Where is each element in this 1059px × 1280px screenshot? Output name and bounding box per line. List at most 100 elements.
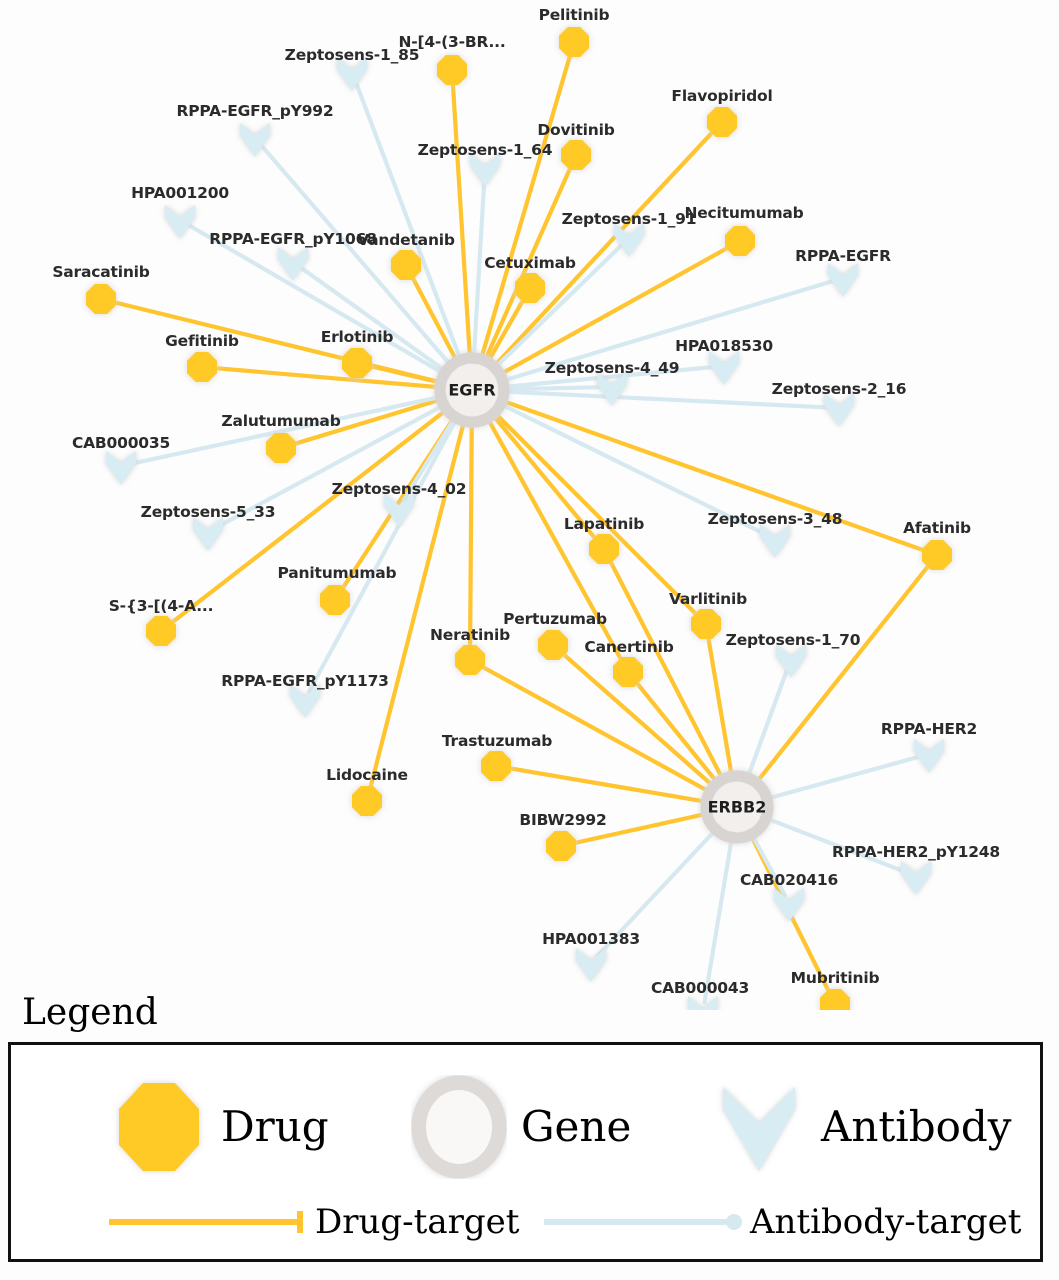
- gene-node-core[interactable]: [446, 364, 498, 416]
- drug-label: Pertuzumab: [503, 610, 607, 628]
- drug-node[interactable]: [691, 609, 721, 639]
- antibody-target-edge: [258, 142, 454, 369]
- drug-node[interactable]: [481, 751, 511, 781]
- antibody-node[interactable]: [828, 263, 858, 297]
- chevron-v-icon: [723, 1087, 795, 1171]
- drug-target-edge: [367, 422, 466, 791]
- drug-node[interactable]: [515, 273, 545, 303]
- drug-label: Pelitinib: [538, 6, 610, 24]
- gene-label: EGFR: [448, 380, 496, 400]
- drug-label: Panitumumab: [277, 564, 397, 582]
- drug-node[interactable]: [352, 786, 382, 816]
- drug-target-edge: [290, 397, 441, 447]
- drug-node[interactable]: [725, 226, 755, 256]
- drug-node[interactable]: [561, 140, 591, 170]
- antibody-node[interactable]: [106, 451, 136, 485]
- drug-target-edge: [367, 363, 440, 385]
- drug-node[interactable]: [538, 630, 568, 660]
- drug-node[interactable]: [391, 250, 421, 280]
- antibody-label: RPPA-EGFR: [795, 247, 891, 265]
- drug-node[interactable]: [342, 348, 372, 378]
- drug-node[interactable]: [922, 540, 952, 570]
- antibody-node[interactable]: [760, 524, 790, 558]
- network-graph[interactable]: [0, 0, 1059, 1010]
- antibody-node[interactable]: [470, 153, 500, 187]
- node-layer[interactable]: [86, 27, 952, 1010]
- drug-label: Saracatinib: [52, 263, 150, 281]
- drug-node[interactable]: [86, 284, 116, 314]
- drug-label: BIBW2992: [519, 811, 607, 829]
- antibody-target-edge: [127, 394, 444, 467]
- antibody-node[interactable]: [824, 393, 854, 427]
- antibody-label: CAB020416: [739, 871, 839, 889]
- antibody-label: Zeptosens-4_02: [331, 480, 467, 498]
- antibody-node[interactable]: [688, 996, 718, 1010]
- drug-target-edge: [467, 423, 474, 650]
- antibody-node[interactable]: [193, 517, 223, 551]
- drug-node[interactable]: [146, 616, 176, 646]
- gene-node-ring[interactable]: [700, 770, 774, 844]
- antibody-label: RPPA-EGFR_pY992: [176, 102, 334, 120]
- drug-node[interactable]: [187, 352, 217, 382]
- drug-label: Trastuzumab: [441, 732, 553, 750]
- antibody-label: Zeptosens-1_64: [417, 141, 553, 159]
- antibody-target-edge: [497, 401, 770, 538]
- drug-node[interactable]: [707, 107, 737, 137]
- antibody-node[interactable]: [165, 205, 195, 239]
- antibody-label: Zeptosens-1_91: [561, 210, 697, 228]
- antibody-label: RPPA-HER2_pY1248: [832, 843, 1000, 861]
- drug-node[interactable]: [266, 433, 296, 463]
- antibody-node[interactable]: [240, 123, 270, 157]
- drug-target-edge: [168, 409, 447, 626]
- antibody-node[interactable]: [614, 223, 644, 257]
- drug-label: Cetuximab: [484, 254, 576, 272]
- antibody-node[interactable]: [901, 861, 931, 895]
- antibody-target-edge: [500, 389, 833, 410]
- drug-label: Gefitinib: [165, 332, 239, 350]
- antibody-target-edge-icon: [544, 1214, 742, 1230]
- drug-node[interactable]: [546, 831, 576, 861]
- drug-target-edge: [493, 128, 717, 367]
- antibody-node[interactable]: [278, 247, 308, 281]
- drug-label: Lidocaine: [326, 766, 408, 784]
- drug-label: Varlitinib: [668, 590, 748, 608]
- antibody-label: HPA001200: [131, 184, 229, 202]
- drug-target-edge: [500, 244, 732, 376]
- drug-node[interactable]: [589, 534, 619, 564]
- antibody-node[interactable]: [774, 888, 804, 922]
- antibody-target-edge: [298, 265, 449, 375]
- legend: Legend Drug Gene Antibody: [0, 990, 1059, 1280]
- drug-node[interactable]: [613, 657, 643, 687]
- drug-target-edge: [506, 765, 705, 804]
- gene-node-core[interactable]: [712, 782, 762, 832]
- antibody-node[interactable]: [576, 948, 606, 982]
- antibody-node[interactable]: [914, 739, 944, 773]
- antibody-node[interactable]: [384, 493, 414, 527]
- antibody-label: Zeptosens-4_49: [544, 359, 680, 377]
- gene-node-ring[interactable]: [434, 352, 510, 428]
- drug-target-edge: [494, 412, 700, 618]
- antibody-node[interactable]: [597, 372, 627, 406]
- drug-label: Mubritinib: [790, 969, 880, 987]
- drug-target-edge: [486, 418, 625, 664]
- drug-label: Neratinib: [430, 626, 510, 644]
- edge-layer: [111, 51, 932, 1005]
- antibody-node[interactable]: [337, 57, 367, 91]
- antibody-node[interactable]: [709, 351, 739, 385]
- drug-node[interactable]: [820, 989, 850, 1010]
- drug-node[interactable]: [437, 55, 467, 85]
- antibody-node[interactable]: [776, 644, 806, 678]
- antibody-node[interactable]: [290, 684, 320, 718]
- drug-node[interactable]: [455, 645, 485, 675]
- legend-item-drug-target: Drug-target: [106, 1205, 519, 1239]
- antibody-label: HPA018530: [675, 337, 773, 355]
- legend-label-antibody: Antibody: [821, 1102, 1012, 1151]
- drug-node[interactable]: [559, 27, 589, 57]
- antibody-label: Zeptosens-2_16: [771, 380, 907, 398]
- antibody-label: RPPA-EGFR_pY1173: [221, 672, 389, 690]
- antibody-target-edge: [185, 222, 448, 377]
- drug-node[interactable]: [320, 585, 350, 615]
- drug-target-edge: [450, 80, 472, 357]
- drug-label: S-{3-[(4-A...: [108, 597, 214, 615]
- antibody-label: Zeptosens-1_85: [284, 46, 420, 64]
